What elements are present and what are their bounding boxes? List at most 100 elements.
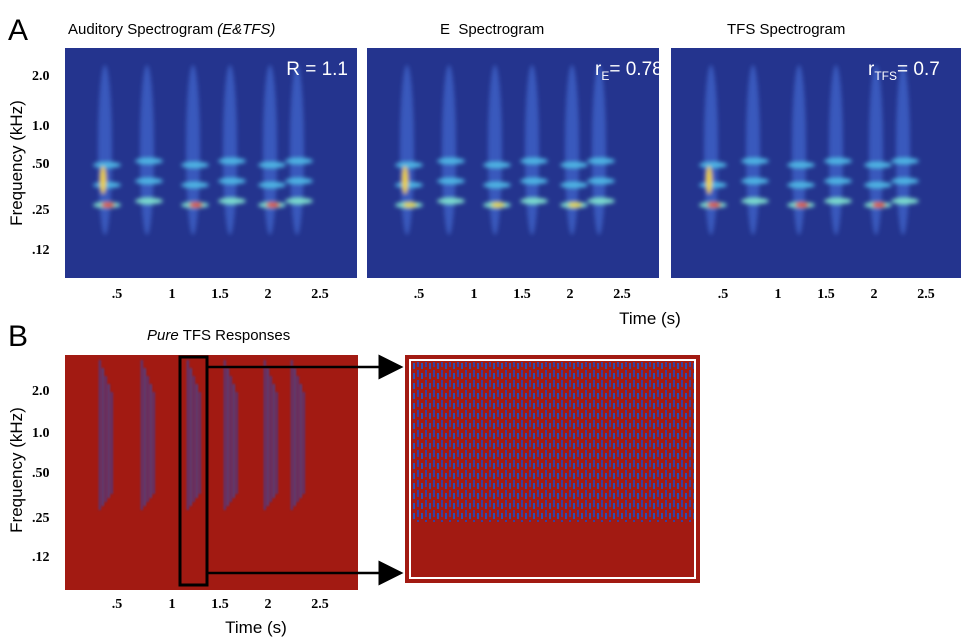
harmonic xyxy=(741,158,769,164)
panel-label: B xyxy=(8,320,28,353)
x-axis-label: Time (s) xyxy=(619,309,681,328)
harmonic xyxy=(560,182,588,188)
tfs-streak xyxy=(105,376,107,502)
spectrogram: .5 1 1.5 2 2.5 xyxy=(367,48,659,302)
x-tick-label: 2.5 xyxy=(311,597,329,612)
tfs-streak xyxy=(111,392,113,494)
title-italic: Pure xyxy=(147,327,179,344)
harmonic xyxy=(699,182,727,188)
y-tick-label: 1.0 xyxy=(32,119,50,134)
harmonic xyxy=(787,182,815,188)
annotation: rTFS= 0.7 xyxy=(868,59,940,83)
streak xyxy=(400,65,414,235)
harmonic xyxy=(891,178,919,184)
spectrogram: .5 1 1.5 2 2.5 xyxy=(671,48,961,302)
ticks: .5 1 1.5 2 2.5 xyxy=(414,287,631,302)
streak xyxy=(592,65,606,235)
harmonic xyxy=(395,182,423,188)
tfs-streaks xyxy=(99,360,305,510)
peak xyxy=(101,202,115,208)
tfs-streak xyxy=(230,376,232,502)
y-axis-label: Frequency (kHz) xyxy=(7,407,26,533)
harmonic xyxy=(520,178,548,184)
ann-var: r xyxy=(868,59,875,80)
plot-title: TFS Spectrogram xyxy=(727,21,845,38)
harmonic xyxy=(891,198,919,204)
streak xyxy=(525,65,539,235)
streak xyxy=(829,65,843,235)
streaks xyxy=(699,65,919,235)
harmonic xyxy=(483,162,511,168)
harmonic xyxy=(218,198,246,204)
y-tick-label: .25 xyxy=(32,511,50,526)
harmonic xyxy=(824,158,852,164)
harmonic xyxy=(741,198,769,204)
tfs-streak xyxy=(236,392,238,494)
peak xyxy=(706,166,712,194)
x-tick-label: 2.5 xyxy=(311,287,329,302)
plot-title: Pure TFS Responses xyxy=(147,327,290,344)
x-tick-label: 1 xyxy=(775,287,782,302)
spectrogram: 2.0 1.0 .50 .25 .12 .5 1 1.5 2 2.5 xyxy=(32,48,357,302)
tfs-streak xyxy=(291,360,293,510)
harmonic xyxy=(891,158,919,164)
tfs-streak xyxy=(300,384,302,498)
title-text: TFS Responses xyxy=(183,327,291,344)
streak xyxy=(488,65,502,235)
tfs-streak xyxy=(144,368,146,506)
tfs-streak xyxy=(264,360,266,510)
x-tick-label: 1 xyxy=(471,287,478,302)
x-axis-label: Time (s) xyxy=(225,618,287,637)
x-tick-label: 2 xyxy=(265,287,272,302)
title-italic: (E&TFS) xyxy=(217,21,275,38)
streak xyxy=(746,65,760,235)
harmonic xyxy=(258,162,286,168)
harmonic xyxy=(285,158,313,164)
x-tick-label: 2 xyxy=(265,597,272,612)
y-tick-label: 2.0 xyxy=(32,69,50,84)
panel-label: A xyxy=(8,14,28,47)
harmonic xyxy=(258,182,286,188)
x-tick-label: .5 xyxy=(112,287,123,302)
harmonic xyxy=(135,198,163,204)
y-tick-label: .50 xyxy=(32,466,50,481)
tfs-streak xyxy=(294,368,296,506)
x-tick-label: 2 xyxy=(871,287,878,302)
x-tick-label: .5 xyxy=(112,597,123,612)
harmonic xyxy=(437,178,465,184)
tfs-streak xyxy=(99,360,101,510)
harmonic xyxy=(560,162,588,168)
streak xyxy=(223,65,237,235)
ann-sub: TFS xyxy=(874,69,897,83)
streak xyxy=(792,65,806,235)
peak xyxy=(100,166,106,194)
x-tick-label: 1.5 xyxy=(211,597,229,612)
streak xyxy=(140,65,154,235)
tfs-streak xyxy=(227,368,229,506)
annotation: R = 1.1 xyxy=(286,59,348,80)
y-axis-label: Frequency (kHz) xyxy=(7,100,26,226)
x-tick-label: .5 xyxy=(718,287,729,302)
tfs-streak xyxy=(141,360,143,510)
y-tick-label: .12 xyxy=(32,550,50,565)
streak xyxy=(704,65,718,235)
y-tick-label: 2.0 xyxy=(32,384,50,399)
annotation: rE= 0.78 xyxy=(595,59,663,83)
ticks: .5 1 1.5 2 2.5 xyxy=(718,287,935,302)
tfs-streak xyxy=(303,392,305,494)
zoom-frame xyxy=(409,359,696,579)
harmonic xyxy=(437,198,465,204)
streak xyxy=(186,65,200,235)
y-tick-label: .25 xyxy=(32,203,50,218)
harmonic xyxy=(285,178,313,184)
harmonic xyxy=(741,178,769,184)
x-tick-label: 1 xyxy=(169,287,176,302)
peak xyxy=(491,202,505,208)
selection-box xyxy=(178,355,209,587)
plot-title: E Spectrogram xyxy=(440,21,544,38)
harmonic xyxy=(520,158,548,164)
harmonic xyxy=(218,158,246,164)
peak xyxy=(568,202,582,208)
harmonic xyxy=(93,182,121,188)
